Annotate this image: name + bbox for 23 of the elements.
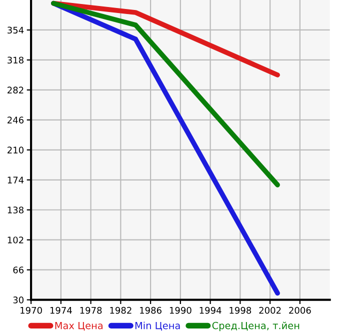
legend-label: Сред.Цена, т.йен xyxy=(212,322,300,332)
x-tick-label: 1974 xyxy=(50,306,72,314)
x-tick-label: 2002 xyxy=(259,306,281,314)
x-tick-label: 1994 xyxy=(200,306,222,314)
x-tick-label: 1998 xyxy=(230,306,252,314)
y-tick-label: 30 xyxy=(13,296,24,304)
x-tick-label: 1978 xyxy=(80,306,102,314)
x-tick-label: 1982 xyxy=(110,306,132,314)
legend-label: Min Цена xyxy=(135,322,180,331)
x-tick-label: 1990 xyxy=(170,306,192,314)
y-tick-label: 282 xyxy=(8,86,24,94)
y-tick-label: 354 xyxy=(8,26,24,34)
x-tick-label: 1986 xyxy=(140,306,162,314)
y-tick-label: 210 xyxy=(8,146,24,154)
y-tick-label: 102 xyxy=(8,236,24,244)
x-tick-label: 1970 xyxy=(20,306,42,314)
legend-label: Max Цена xyxy=(55,322,102,331)
y-tick-label: 66 xyxy=(13,266,24,274)
y-tick-label: 138 xyxy=(8,206,24,214)
y-tick-label: 174 xyxy=(8,176,24,184)
y-tick-label: 318 xyxy=(8,56,24,64)
x-tick-label: 2006 xyxy=(289,306,311,314)
y-tick-label: 246 xyxy=(8,116,24,124)
